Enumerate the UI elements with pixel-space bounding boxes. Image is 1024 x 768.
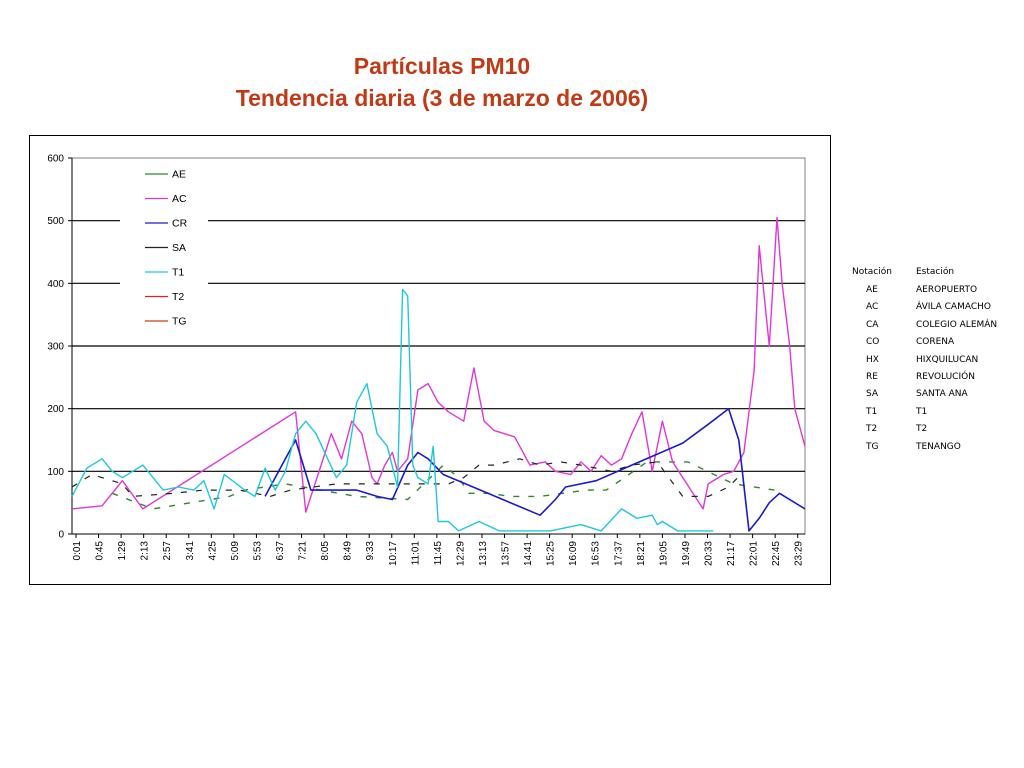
x-tick-label: 11:45 (433, 541, 444, 566)
pm10-line-chart: 0 100 200 300 400 500 600 0:01 0:45 1:29 2:13 2:57 3… (47, 154, 806, 566)
notation-cell: Notación (852, 267, 892, 277)
notes-row: T1 T1 (846, 407, 1016, 423)
x-tick-label: 8:05 (320, 541, 331, 561)
x-tick-label: 4:25 (207, 541, 218, 561)
notation-cell: CA (866, 319, 879, 330)
station-cell: CORENA (916, 337, 955, 348)
x-tick-label: 5:09 (230, 541, 241, 561)
y-tick-label: 500 (47, 216, 64, 227)
x-tick-label: 22:01 (749, 541, 760, 566)
series-line-sa (71, 458, 745, 497)
x-tick-label: 23:29 (794, 541, 805, 566)
x-tick-label: 9:33 (365, 541, 376, 561)
y-tick-label: 200 (47, 404, 64, 415)
notes-row: TG TENANGO (846, 442, 1016, 458)
x-tick-label: 22:45 (771, 541, 782, 566)
station-cell: T2 (916, 424, 928, 435)
notes-row: CO CORENA (846, 337, 1016, 353)
notes-header-row: Notación Estación (846, 267, 1016, 283)
chart-title-line1: Partículas PM10 (353, 53, 531, 79)
legend-label-sa: SA (172, 242, 186, 254)
x-tick-label: 1:29 (117, 541, 128, 561)
legend-label-t2: T2 (172, 291, 184, 303)
notation-cell: SA (866, 389, 879, 400)
x-tick-label: 15:25 (546, 541, 557, 566)
series-line-cr (264, 407, 806, 532)
notation-cell: CO (866, 337, 880, 348)
x-tick-label: 3:41 (185, 541, 196, 561)
station-cell: ÁVILA CAMACHO (916, 302, 991, 313)
x-tick-label: 20:33 (704, 541, 715, 566)
notes-row: AC ÁVILA CAMACHO (846, 302, 1016, 318)
notation-cell: TG (866, 441, 879, 452)
notation-cell: RE (866, 372, 878, 382)
x-tick-label: 5:53 (252, 541, 263, 561)
y-tick-label: 0 (58, 530, 64, 541)
x-tick-label: 0:01 (72, 541, 83, 561)
notation-cell: T2 (866, 424, 878, 435)
x-tick-label: 8:49 (343, 541, 354, 561)
chart-title: Partículas PM10 Tendencia diaria (3 de m… (0, 50, 884, 114)
legend-label-ac: AC (172, 193, 187, 205)
station-cell: Estación (916, 267, 955, 277)
x-tick-label: 6:37 (275, 541, 286, 561)
x-tick-label: 19:49 (681, 541, 692, 566)
x-tick-label: 10:17 (388, 541, 399, 566)
x-tick-label: 16:53 (591, 541, 602, 566)
series-line-t1 (71, 288, 714, 532)
legend-label-ae: AE (172, 169, 186, 181)
y-tick-label: 600 (47, 154, 64, 165)
notes-row: CA COLEGIO ALEMÁN (846, 320, 1016, 336)
y-tick-label: 400 (47, 279, 64, 290)
notes-row: AE AEROPUERTO (846, 285, 1016, 301)
x-tick-label: 11:01 (410, 541, 421, 566)
station-cell: REVOLUCIÓN (916, 372, 975, 382)
y-tick-label: 300 (47, 342, 64, 353)
x-tick-label: 7:21 (298, 541, 309, 561)
legend-box (120, 162, 208, 340)
notation-cell: HX (866, 354, 879, 365)
x-tick-label: 13:13 (478, 541, 489, 566)
x-tick-label: 21:17 (726, 541, 737, 566)
station-cell: COLEGIO ALEMÁN (916, 319, 998, 330)
x-tick-label: 2:57 (162, 541, 173, 561)
chart-area: 0 100 200 300 400 500 600 0:01 0:45 1:29 2:13 2:57 3… (29, 135, 831, 585)
notation-cell: AE (866, 285, 878, 295)
x-tick-label: 16:09 (568, 541, 579, 566)
notation-cell: T1 (866, 406, 878, 417)
x-tick-label: 2:13 (140, 541, 151, 561)
x-tick-label: 18:21 (636, 541, 647, 566)
y-tick-label: 100 (47, 467, 64, 478)
x-tick-label: 13:57 (501, 541, 512, 566)
station-cell: SANTA ANA (916, 389, 968, 400)
x-tick-label: 19:05 (658, 541, 669, 566)
legend-label-t1: T1 (172, 267, 184, 279)
x-tick-label: 14:41 (523, 541, 534, 566)
notes-row: HX HIXQUILUCAN (846, 355, 1016, 371)
legend-label-cr: CR (172, 218, 188, 230)
notes-row: RE REVOLUCIÓN (846, 372, 1016, 388)
legend-label-tg: TG (172, 316, 187, 328)
chart-title-line2: Tendencia diaria (3 de marzo de 2006) (235, 85, 649, 111)
x-tick-label: 12:29 (455, 541, 466, 566)
station-cell: HIXQUILUCAN (916, 354, 979, 365)
station-cell: AEROPUERTO (916, 285, 978, 295)
x-tick-label: 0:45 (95, 541, 106, 561)
station-cell: TENANGO (916, 441, 961, 452)
notes-row: SA SANTA ANA (846, 389, 1016, 405)
notes-row: T2 T2 (846, 424, 1016, 440)
notation-cell: AC (866, 302, 879, 313)
station-cell: T1 (916, 406, 928, 417)
x-tick-label: 17:37 (613, 541, 624, 566)
